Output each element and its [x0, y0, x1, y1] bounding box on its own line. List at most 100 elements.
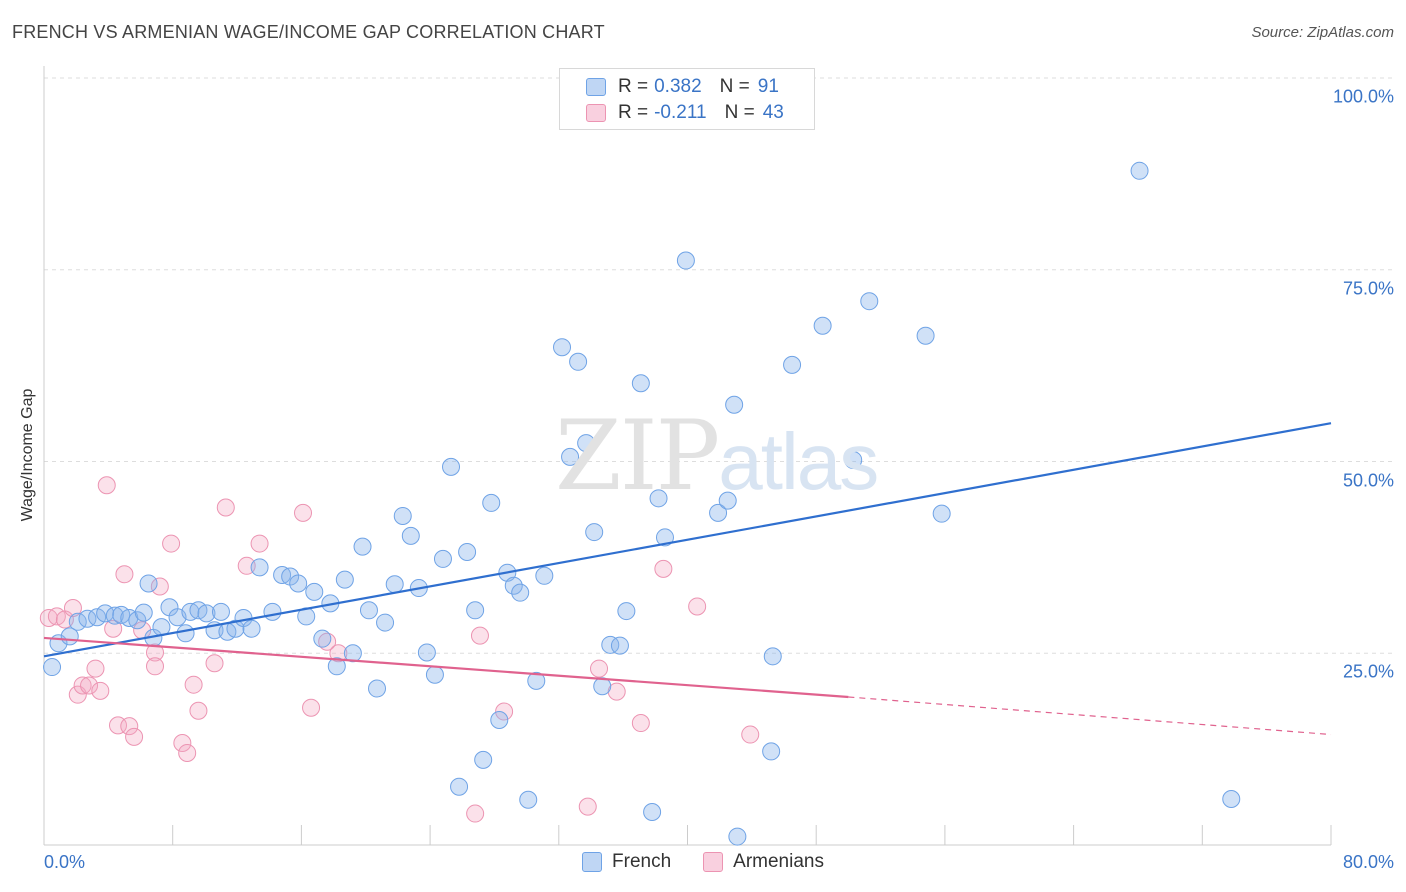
armenians-point [302, 698, 321, 717]
french-point [327, 657, 346, 676]
french-point [68, 612, 87, 631]
armenians-point [73, 676, 92, 695]
french-point [359, 601, 378, 620]
french-point [631, 374, 650, 393]
french-point [43, 658, 62, 677]
french-point [610, 636, 629, 655]
armenians-point [146, 643, 165, 662]
french-point [511, 583, 530, 602]
legend-r-value: 0.382 [654, 76, 702, 97]
legend-n-value: 91 [757, 76, 779, 97]
french-point [368, 679, 387, 698]
french-point [649, 489, 668, 508]
french-point [569, 352, 588, 371]
armenians-point [470, 626, 489, 645]
watermark: ZIPatlas [555, 400, 879, 512]
french-point [401, 526, 420, 545]
armenians-point [115, 565, 134, 584]
watermark-atlas: atlas [718, 417, 879, 506]
french-point [561, 447, 580, 466]
french-point [134, 603, 153, 622]
french-point [417, 643, 436, 662]
armenians-point [120, 717, 139, 736]
french-point [519, 790, 538, 809]
armenians-point [104, 619, 123, 638]
french-point [844, 450, 863, 469]
french-point [813, 316, 832, 335]
armenians-points [39, 476, 760, 823]
legend-row-french: R = 0.382 N = 91 [586, 74, 779, 100]
french-point [211, 602, 230, 621]
french-point [601, 635, 620, 654]
armenians-point [688, 597, 707, 616]
french-point [709, 503, 728, 522]
armenians-point [80, 676, 99, 695]
armenians-point [162, 534, 181, 553]
french-point [197, 604, 216, 623]
armenians-point [654, 559, 673, 578]
armenians-trend-line [43, 636, 849, 699]
armenians-point [86, 659, 105, 678]
french-point [932, 504, 951, 523]
y-tick-label-25: 25.0% [1342, 661, 1394, 682]
armenians-point [631, 714, 650, 733]
legend-label-french: French [612, 851, 672, 872]
armenians-trend-extension [848, 696, 1332, 736]
french-point [128, 611, 147, 630]
french-point [466, 601, 485, 620]
french-point [535, 566, 554, 585]
armenians-point [205, 654, 224, 673]
french-point [916, 326, 935, 345]
legend-item-armenians[interactable]: Armenians [703, 851, 824, 873]
french-point [763, 647, 782, 666]
legend-n-label: N = [719, 76, 750, 97]
french-point [242, 619, 261, 638]
french-point [353, 537, 372, 556]
french-point [313, 629, 332, 648]
french-point [450, 777, 469, 796]
armenians-point [125, 727, 144, 746]
chart-title: FRENCH VS ARMENIAN WAGE/INCOME GAP CORRE… [12, 22, 605, 42]
french-point [78, 609, 97, 628]
armenians-point [91, 681, 110, 700]
legend-n-label: N = [724, 102, 755, 123]
y-tick-label-75: 75.0% [1342, 278, 1394, 299]
correlation-legend: R = 0.382 N = 91 R = -0.211 N = 43 [559, 68, 815, 130]
french-point [335, 570, 354, 589]
y-tick-label-50: 50.0% [1342, 470, 1394, 490]
legend-swatch-french [586, 78, 606, 96]
armenians-point [741, 725, 760, 744]
series-legend: French Armenians [0, 851, 1406, 873]
french-point [289, 574, 308, 593]
french-point [783, 355, 802, 374]
armenians-point [173, 733, 192, 752]
y-axis-label: Wage/Income Gap [19, 388, 36, 522]
chart-source: Source: ZipAtlas.com [1251, 24, 1394, 41]
french-point [577, 434, 596, 453]
legend-item-french[interactable]: French [582, 851, 671, 873]
armenians-point [150, 577, 169, 596]
armenians-point [294, 503, 313, 522]
french-point [442, 457, 461, 476]
french-point [176, 624, 195, 643]
french-points [43, 161, 1241, 846]
french-point [553, 338, 572, 357]
armenians-point [237, 556, 256, 575]
armenians-point [146, 657, 165, 676]
armenians-point [184, 675, 203, 694]
french-point [139, 574, 158, 593]
french-point [860, 292, 879, 311]
armenians-point [189, 701, 208, 720]
armenians-point [318, 632, 337, 651]
french-point [425, 665, 444, 684]
armenians-point [63, 598, 82, 617]
legend-swatch-french [582, 852, 603, 872]
french-point [250, 558, 269, 577]
french-point [762, 742, 781, 761]
armenians-point [329, 644, 348, 663]
french-point [393, 506, 412, 525]
french-point [1222, 789, 1241, 808]
french-point [617, 602, 636, 621]
french-point [482, 493, 501, 512]
